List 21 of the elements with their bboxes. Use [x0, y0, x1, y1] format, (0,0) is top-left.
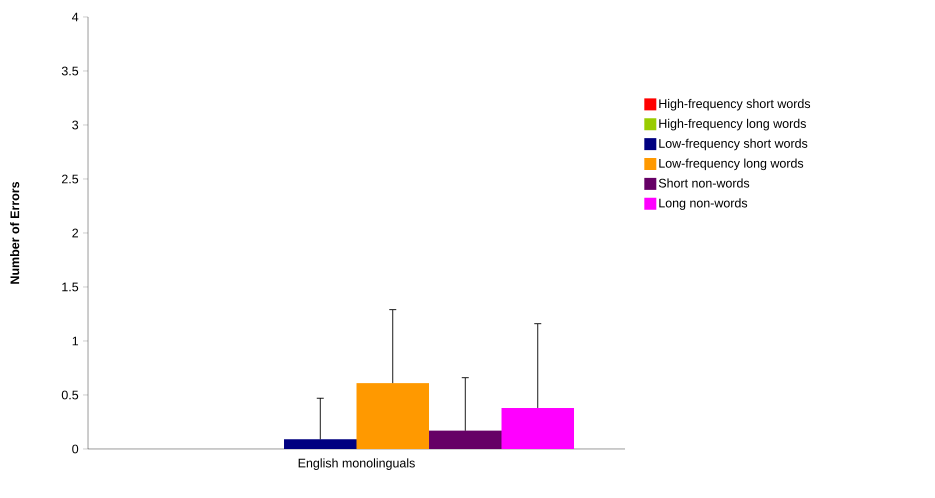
legend-label: Short non-words [658, 178, 750, 188]
y-tick-label: 3.5 [62, 66, 78, 76]
bar [429, 430, 502, 449]
legend-label: High-frequency short words [659, 98, 810, 111]
bar [356, 383, 430, 449]
bar [284, 439, 357, 449]
bar [502, 408, 574, 449]
y-axis-title: Number of Errors [10, 182, 20, 284]
y-tick-label: 3 [72, 120, 78, 130]
legend-label: High-frequency long words [659, 118, 806, 130]
legend-label: Long non-words [659, 198, 748, 210]
y-tick-label: 1 [72, 336, 78, 346]
y-tick-label: 2 [72, 228, 78, 238]
legend-label: Low-frequency short words [659, 138, 808, 150]
y-tick-label: 0 [72, 444, 78, 454]
y-tick-label: 0.5 [62, 390, 78, 400]
y-tick-label: 2.5 [62, 174, 78, 184]
legend-label: Low-frequency long words [659, 158, 804, 170]
y-tick-label: 4 [72, 12, 78, 22]
y-tick-label: 1.5 [62, 282, 78, 292]
x-tick-label: English monolinguals [298, 458, 415, 470]
